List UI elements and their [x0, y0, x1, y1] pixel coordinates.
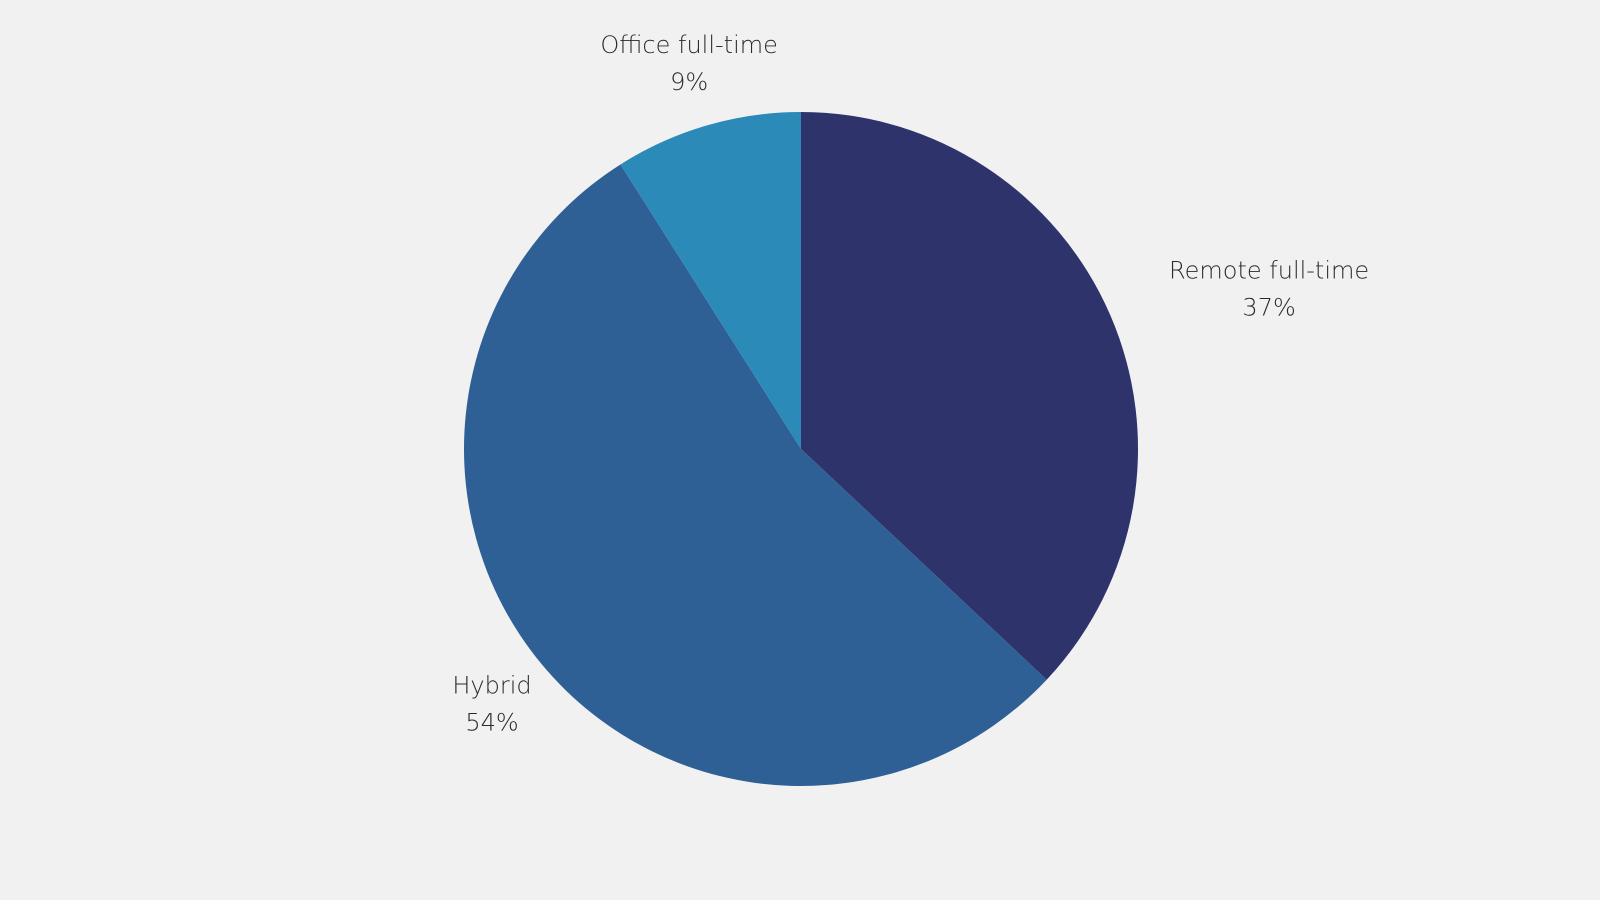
slice-value-label: 54% — [465, 709, 518, 737]
pie-slice — [464, 164, 1047, 787]
slice-value-label: 37% — [1242, 294, 1295, 322]
pie-slice — [801, 112, 1138, 680]
slice-value-label: 9% — [670, 68, 708, 96]
pie-slice — [620, 112, 801, 449]
slice-label: Office full-time — [600, 31, 778, 59]
slice-label: Remote full-time — [1169, 257, 1369, 285]
slice-label: Hybrid — [452, 672, 531, 700]
